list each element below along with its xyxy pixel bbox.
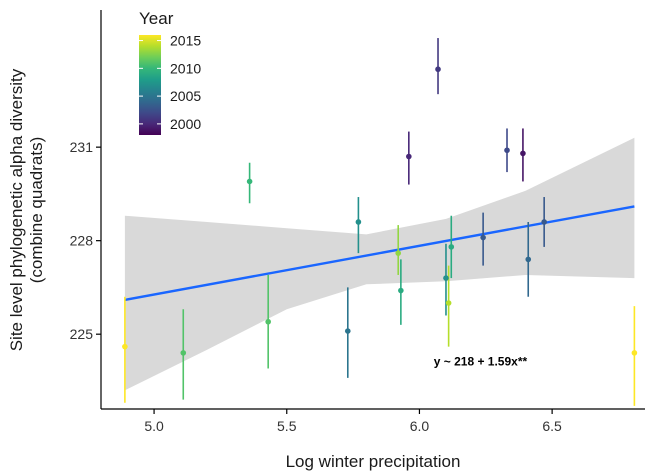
data-point — [504, 147, 510, 154]
y-tick-label: 228 — [70, 233, 94, 249]
data-point — [480, 234, 486, 241]
x-axis-title: Log winter precipitation — [286, 452, 461, 471]
data-point — [398, 287, 404, 294]
data-point — [406, 153, 412, 160]
data-point — [122, 343, 128, 350]
y-tick-label: 225 — [70, 326, 94, 342]
data-point — [246, 178, 253, 185]
data-point — [448, 244, 455, 250]
fit-line — [124, 205, 635, 302]
data-point — [265, 318, 271, 325]
ci-band-layer — [124, 137, 635, 391]
data-point — [344, 328, 351, 334]
confidence-band — [124, 137, 635, 391]
point-layer — [122, 66, 638, 356]
data-point — [395, 250, 402, 256]
y-tick-label: 231 — [70, 139, 94, 155]
x-tick-label: 6.0 — [410, 418, 430, 434]
data-point — [445, 300, 452, 306]
legend: Year 2015 2010 2005 2000 — [139, 9, 201, 135]
x-tick-label: 5.0 — [144, 418, 164, 434]
data-point — [435, 66, 441, 73]
data-point — [443, 275, 449, 281]
legend-tick-label: 2010 — [170, 60, 201, 76]
y-tick-layer: 225 228 231 — [70, 139, 101, 342]
y-axis-title-line-2: (combine quadrats) — [27, 137, 46, 283]
legend-title: Year — [139, 9, 174, 28]
x-tick-layer: 5.0 5.5 6.0 6.5 — [144, 409, 562, 434]
x-tick-label: 5.5 — [277, 418, 297, 434]
regression-annotation: y ~ 218 + 1.59x** — [434, 354, 528, 368]
data-point — [525, 256, 532, 263]
data-point — [355, 219, 362, 225]
legend-tick-layer: 2015 2010 2005 2000 — [139, 33, 201, 132]
y-axis-title-line-1: Site level phylogenetic alpha diversity — [7, 68, 26, 351]
x-tick-label: 6.5 — [542, 418, 562, 434]
data-point — [520, 150, 526, 157]
legend-tick-label: 2015 — [170, 33, 201, 49]
data-point — [631, 350, 638, 356]
fit-line-layer — [124, 205, 635, 302]
legend-tick-label: 2005 — [170, 88, 201, 104]
legend-colorbar — [139, 35, 161, 135]
data-point — [541, 219, 547, 225]
data-point — [180, 350, 187, 356]
legend-tick-label: 2000 — [170, 116, 201, 132]
